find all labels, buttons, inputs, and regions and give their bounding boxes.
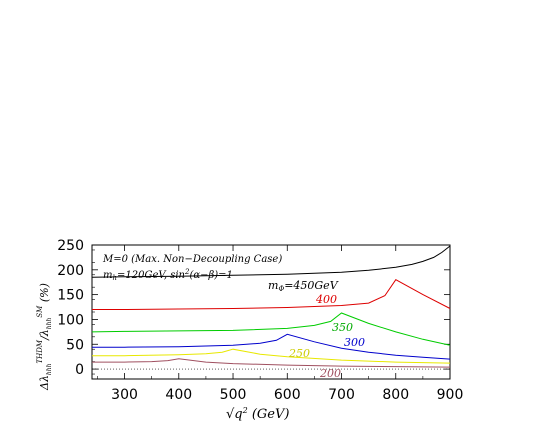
annotation-m: m [103, 270, 112, 281]
y-tick-label: 0 [75, 362, 84, 378]
y-axis-slash: /λ [38, 329, 51, 341]
x-tick-label: 500 [220, 387, 247, 403]
series-line-250 [92, 348, 451, 364]
y-axis-delta: Δλ [38, 375, 51, 391]
annotation-case: M=0 (Max. Non−Decoupling Case) [102, 254, 282, 265]
x-tick-label: 400 [165, 387, 192, 403]
x-axis-title-unit: (GeV) [248, 407, 290, 422]
y-tick-label: 200 [57, 263, 84, 279]
series-line-300 [92, 333, 451, 360]
series-line-350 [91, 312, 451, 346]
y-axis-sub1: hhh [46, 363, 53, 375]
x-tick-label: 600 [274, 387, 301, 403]
y-axis-sup1: THDM [36, 339, 44, 363]
x-axis-title: √q2 (GeV) [226, 406, 289, 422]
series-label-200: 200 [319, 367, 341, 380]
y-axis-sub2: hhh [46, 318, 53, 330]
annotation-h-sub: h [112, 274, 117, 282]
x-axis-title-sup: 2 [242, 406, 248, 415]
series-lines [91, 245, 451, 368]
x-tick-label: 900 [437, 387, 464, 403]
series-label-450-sub: Φ [278, 285, 284, 293]
annotation-sup: 2 [184, 268, 190, 276]
x-tick-label: 700 [328, 387, 355, 403]
series-label-400: 400 [315, 293, 337, 306]
series-label-450-val: =450GeV [284, 279, 339, 292]
series-label-450: mΦ=450GeV [268, 279, 339, 293]
y-axis-title: ΔλhhhTHDM/λhhhSM (%) [36, 283, 53, 391]
series-label-450-m: m [268, 279, 278, 292]
annotation-mid: =120GeV, sin [117, 270, 185, 281]
plot-frame [91, 244, 451, 380]
series-line-m450GeV [91, 245, 451, 278]
y-axis-unit: (%) [38, 283, 51, 306]
annotation-params: mh=120GeV, sin2(α−β)=1 [103, 268, 233, 282]
annotation-end: (α−β)=1 [189, 270, 232, 281]
series-label-350: 350 [332, 321, 353, 334]
x-tick-label: 800 [382, 387, 409, 403]
series-label-250: 250 [288, 347, 310, 360]
x-axis-title-root: √q [226, 407, 243, 422]
series-label-300: 300 [344, 336, 365, 349]
series-line-400 [92, 279, 451, 310]
y-tick-label: 250 [57, 238, 84, 254]
series-line-200 [92, 358, 451, 368]
y-tick-label: 150 [57, 288, 84, 304]
y-axis-sup2: SM [36, 305, 44, 318]
axis-ticks: 300 400 500 600 700 800 900 0 50 100 150 200 250 [57, 238, 463, 403]
x-tick-label: 300 [111, 387, 138, 403]
y-tick-label: 100 [57, 312, 84, 328]
y-tick-label: 50 [66, 337, 84, 353]
